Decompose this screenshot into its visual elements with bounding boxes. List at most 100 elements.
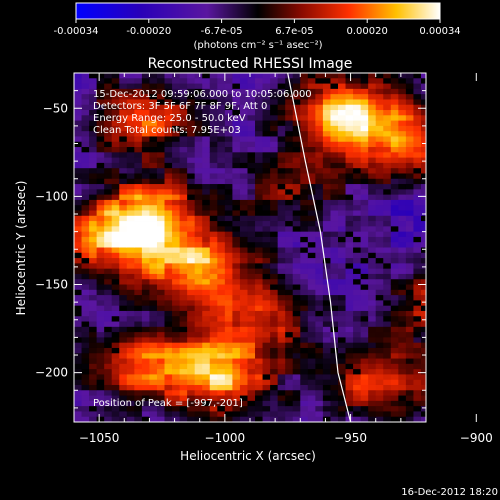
heatmap-cell xyxy=(330,136,339,143)
heatmap-cell xyxy=(126,94,135,100)
heatmap-cell xyxy=(375,395,384,402)
heatmap-cell xyxy=(179,125,188,132)
heatmap-cell xyxy=(270,215,279,222)
heatmap-cell xyxy=(420,326,426,333)
heatmap-cell xyxy=(405,152,414,159)
heatmap-cell xyxy=(119,321,128,328)
heatmap-cell xyxy=(126,400,135,407)
heatmap-cell xyxy=(217,300,226,307)
heatmap-cell xyxy=(277,247,286,254)
heatmap-cell xyxy=(187,104,196,111)
heatmap-cell xyxy=(81,379,90,386)
heatmap-cell xyxy=(111,316,120,322)
heatmap-cell xyxy=(179,406,188,412)
heatmap-cell xyxy=(179,189,188,196)
heatmap-cell xyxy=(74,252,82,259)
heatmap-cell xyxy=(292,258,301,264)
heatmap-cell xyxy=(383,115,392,121)
heatmap-cell xyxy=(292,136,301,143)
heatmap-cell xyxy=(141,73,150,79)
heatmap-cell xyxy=(368,390,377,396)
heatmap-cell xyxy=(360,326,369,333)
heatmap-cell xyxy=(209,99,218,106)
heatmap-cell xyxy=(89,332,98,338)
heatmap-cell xyxy=(119,300,128,307)
heatmap-cell xyxy=(255,120,263,127)
heatmap-cell xyxy=(187,305,196,312)
heatmap-cell xyxy=(149,363,158,370)
heatmap-cell xyxy=(345,321,354,328)
heatmap-cell xyxy=(420,379,426,386)
heatmap-cell xyxy=(420,363,426,370)
heatmap-cell xyxy=(420,194,426,201)
heatmap-cell xyxy=(353,353,362,359)
heatmap-cell xyxy=(247,321,256,328)
heatmap-cell xyxy=(179,141,188,148)
heatmap-cell xyxy=(413,390,422,396)
heatmap-cell xyxy=(383,78,392,84)
heatmap-cell xyxy=(179,226,188,233)
heatmap-cell xyxy=(247,416,256,422)
heatmap-cell xyxy=(194,173,203,180)
heatmap-cell xyxy=(420,110,426,116)
heatmap-cell xyxy=(89,83,98,90)
heatmap-cell xyxy=(255,321,263,328)
heatmap-cell xyxy=(104,210,113,217)
heatmap-cell xyxy=(360,83,369,90)
heatmap-cell xyxy=(172,73,180,79)
heatmap-cell xyxy=(292,384,301,391)
heatmap-cell xyxy=(338,390,346,396)
heatmap-cell xyxy=(164,305,173,312)
heatmap-cell xyxy=(262,358,271,365)
heatmap-cell xyxy=(81,347,90,354)
heatmap-cell xyxy=(390,178,399,185)
heatmap-cell xyxy=(315,332,324,338)
heatmap-cell xyxy=(300,120,309,127)
heatmap-cell xyxy=(322,369,331,375)
heatmap-cell xyxy=(345,226,354,233)
heatmap-cell xyxy=(398,115,407,121)
heatmap-cell xyxy=(405,263,414,270)
heatmap-cell xyxy=(390,400,399,407)
heatmap-cell xyxy=(322,295,331,301)
heatmap-cell xyxy=(398,289,407,296)
heatmap-cell xyxy=(232,289,241,296)
heatmap-cell xyxy=(330,363,339,370)
heatmap-cell xyxy=(74,94,82,100)
heatmap-cell xyxy=(398,300,407,307)
heatmap-cell xyxy=(164,194,173,201)
heatmap-cell xyxy=(149,152,158,159)
heatmap-cell xyxy=(375,242,384,248)
heatmap-cell xyxy=(149,289,158,296)
heatmap-cell xyxy=(277,326,286,333)
heatmap-cell xyxy=(194,263,203,270)
heatmap-cell xyxy=(239,353,248,359)
heatmap-cell xyxy=(375,136,384,143)
heatmap-cell xyxy=(134,226,143,233)
heatmap-cell xyxy=(292,131,301,137)
heatmap-cell xyxy=(96,199,105,206)
heatmap-cell xyxy=(277,358,286,365)
heatmap-cell xyxy=(239,300,248,307)
heatmap-cell xyxy=(353,289,362,296)
heatmap-cell xyxy=(413,110,422,116)
heatmap-cell xyxy=(338,110,346,116)
heatmap-cell xyxy=(292,310,301,317)
heatmap-cell xyxy=(345,194,354,201)
heatmap-cell xyxy=(164,310,173,317)
heatmap-cell xyxy=(141,369,150,375)
heatmap-cell xyxy=(156,400,165,407)
heatmap-cell xyxy=(413,295,422,301)
heatmap-cell xyxy=(300,332,309,338)
heatmap-cell xyxy=(217,189,226,196)
heatmap-cell xyxy=(322,236,331,243)
heatmap-cell xyxy=(360,199,369,206)
heatmap-cell xyxy=(315,88,324,95)
heatmap-cell xyxy=(292,168,301,174)
heatmap-cell xyxy=(179,83,188,90)
heatmap-cell xyxy=(330,88,339,95)
heatmap-cell xyxy=(141,136,150,143)
heatmap-cell xyxy=(420,189,426,196)
heatmap-cell xyxy=(277,395,286,402)
heatmap-cell xyxy=(89,310,98,317)
